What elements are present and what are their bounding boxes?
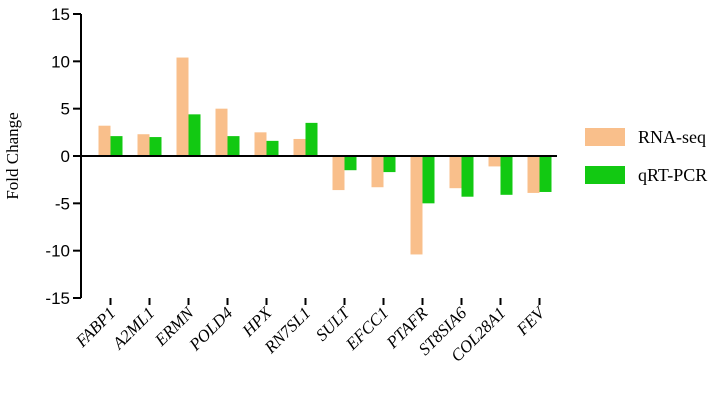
legend-swatch-qrt-pcr bbox=[585, 166, 625, 184]
bar-qrt-pcr-fabp1 bbox=[110, 136, 123, 156]
bar-rna-seq-efcc1 bbox=[371, 156, 384, 188]
bar-qrt-pcr-sult bbox=[344, 156, 357, 171]
bar-rna-seq-rn7sl1 bbox=[293, 138, 306, 156]
bar-qrt-pcr-col28a1 bbox=[500, 156, 513, 195]
bar-qrt-pcr-ermn bbox=[188, 114, 201, 156]
bar-rna-seq-st8sia6 bbox=[449, 156, 462, 189]
x-tick-label: A2ML1 bbox=[108, 303, 158, 353]
bar-rna-seq-fabp1 bbox=[98, 125, 111, 156]
y-tick-label: 0 bbox=[61, 147, 70, 166]
y-tick-label: 15 bbox=[51, 5, 70, 24]
bar-rna-seq-pold4 bbox=[215, 108, 228, 156]
bar-rna-seq-a2ml1 bbox=[137, 134, 150, 156]
bar-rna-seq-sult bbox=[332, 156, 345, 191]
bar-qrt-pcr-ptafr bbox=[422, 156, 435, 204]
bar-rna-seq-hpx bbox=[254, 132, 267, 156]
y-tick-label: -10 bbox=[45, 242, 70, 261]
bar-qrt-pcr-a2ml1 bbox=[149, 137, 162, 156]
y-tick-label: 5 bbox=[61, 100, 70, 119]
x-tick-label: EFCC1 bbox=[341, 303, 392, 354]
bar-rna-seq-ermn bbox=[176, 57, 189, 157]
x-tick-label: POLD4 bbox=[185, 303, 237, 355]
bar-qrt-pcr-fev bbox=[539, 156, 552, 192]
y-tick-label: -5 bbox=[55, 194, 70, 213]
y-tick-label: -15 bbox=[45, 289, 70, 308]
bar-rna-seq-ptafr bbox=[410, 156, 423, 255]
legend-label-qrt-pcr: qRT-PCR bbox=[638, 165, 707, 185]
bar-qrt-pcr-efcc1 bbox=[383, 156, 396, 173]
legend-label-rna-seq: RNA-seq bbox=[638, 127, 706, 147]
bar-qrt-pcr-pold4 bbox=[227, 136, 240, 156]
y-tick-label: 10 bbox=[51, 52, 70, 71]
bar-qrt-pcr-st8sia6 bbox=[461, 156, 474, 197]
bar-rna-seq-fev bbox=[527, 156, 540, 193]
y-axis-title: Fold Change bbox=[3, 112, 22, 199]
x-tick-label: FEV bbox=[512, 302, 550, 340]
x-tick-label: FABP1 bbox=[71, 303, 119, 351]
bar-qrt-pcr-hpx bbox=[266, 140, 279, 156]
legend: RNA-seq qRT-PCR bbox=[585, 127, 707, 185]
legend-swatch-rna-seq bbox=[585, 128, 625, 146]
bar-qrt-pcr-rn7sl1 bbox=[305, 122, 318, 156]
bar-rna-seq-col28a1 bbox=[488, 156, 501, 167]
